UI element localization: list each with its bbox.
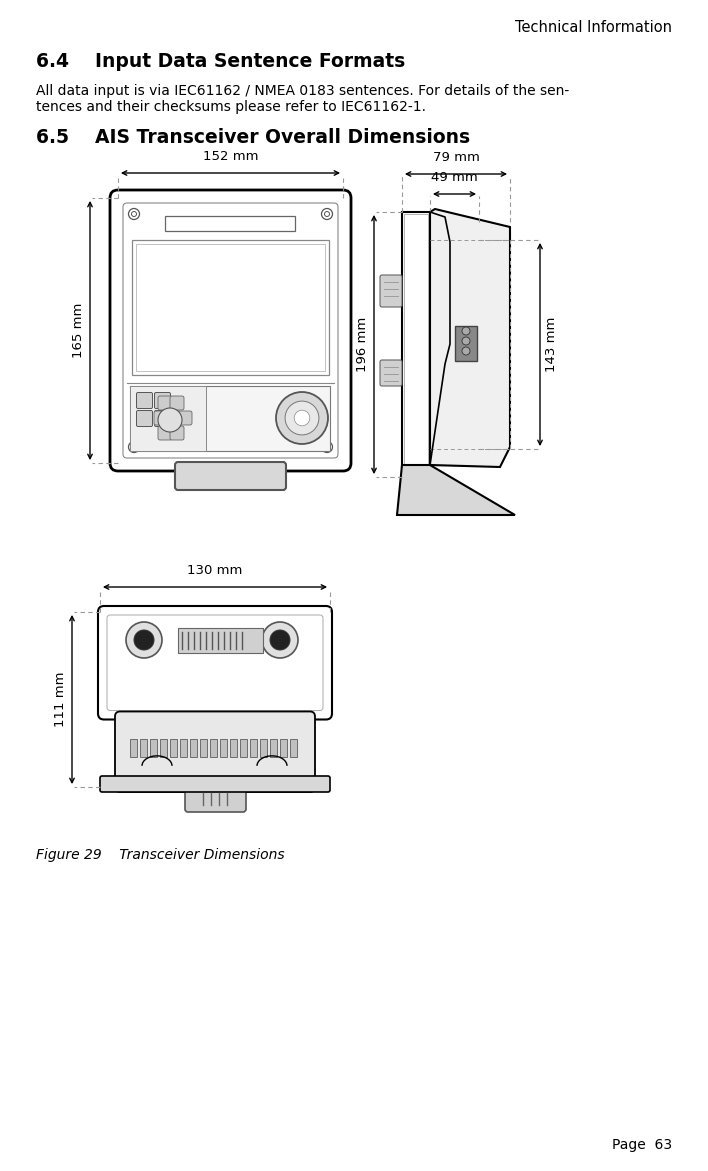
Bar [140,739,147,756]
Circle shape [321,208,333,219]
FancyBboxPatch shape [100,776,330,792]
Bar [260,739,267,756]
Circle shape [158,408,182,432]
Bar [280,739,287,756]
FancyBboxPatch shape [178,411,192,425]
FancyBboxPatch shape [170,426,184,440]
FancyBboxPatch shape [137,411,152,426]
Bar [150,739,157,756]
Circle shape [285,402,319,434]
Text: 6.5    AIS Transceiver Overall Dimensions: 6.5 AIS Transceiver Overall Dimensions [36,128,470,148]
Bar [178,628,263,653]
FancyBboxPatch shape [380,359,402,386]
FancyBboxPatch shape [154,411,168,425]
FancyBboxPatch shape [158,426,172,440]
Circle shape [462,327,470,335]
FancyBboxPatch shape [115,712,315,792]
FancyBboxPatch shape [170,396,184,410]
Text: 6.4    Input Data Sentence Formats: 6.4 Input Data Sentence Formats [36,52,405,71]
Bar [130,739,137,756]
Text: 79 mm: 79 mm [433,151,479,164]
Bar [190,739,197,756]
Bar [455,326,477,361]
Bar [210,739,217,756]
FancyBboxPatch shape [98,607,332,719]
FancyBboxPatch shape [137,392,152,409]
FancyBboxPatch shape [154,392,171,409]
Text: 165 mm: 165 mm [72,303,85,358]
FancyBboxPatch shape [175,463,286,489]
Text: Figure 29    Transceiver Dimensions: Figure 29 Transceiver Dimensions [36,848,285,862]
Bar [250,739,257,756]
Bar [165,215,295,231]
FancyBboxPatch shape [110,190,351,471]
Bar [230,739,237,756]
FancyBboxPatch shape [158,396,172,410]
Text: 143 mm: 143 mm [545,317,558,372]
Bar [130,386,206,451]
Bar [160,739,167,756]
Circle shape [134,630,154,650]
Circle shape [270,630,290,650]
Text: 111 mm: 111 mm [54,672,67,727]
Bar [220,739,227,756]
Polygon shape [430,208,510,467]
Circle shape [462,347,470,355]
Circle shape [295,410,310,426]
Bar [240,739,247,756]
Text: 130 mm: 130 mm [188,564,243,577]
FancyBboxPatch shape [166,411,180,425]
FancyBboxPatch shape [154,411,171,426]
Circle shape [462,337,470,345]
Polygon shape [397,465,515,515]
Text: 196 mm: 196 mm [356,317,369,372]
FancyBboxPatch shape [185,786,246,812]
Text: All data input is via IEC61162 / NMEA 0183 sentences. For details of the sen-: All data input is via IEC61162 / NMEA 01… [36,84,569,98]
Circle shape [128,208,139,219]
Text: tences and their checksums please refer to IEC61162-1.: tences and their checksums please refer … [36,100,426,114]
Text: 49 mm: 49 mm [431,171,478,184]
Text: 152 mm: 152 mm [202,150,258,163]
Bar [402,212,430,467]
Text: Technical Information: Technical Information [515,20,672,35]
Bar [136,244,325,371]
Circle shape [128,441,139,452]
Bar [290,739,297,756]
Circle shape [126,622,162,658]
Bar [404,214,428,465]
Circle shape [262,622,298,658]
FancyBboxPatch shape [380,275,402,307]
Bar [132,240,329,375]
Circle shape [276,392,328,444]
Bar [170,739,177,756]
Text: Page  63: Page 63 [612,1138,672,1152]
Circle shape [321,441,333,452]
Bar [130,386,330,451]
Bar [180,739,187,756]
Bar [270,739,277,756]
Bar [200,739,207,756]
